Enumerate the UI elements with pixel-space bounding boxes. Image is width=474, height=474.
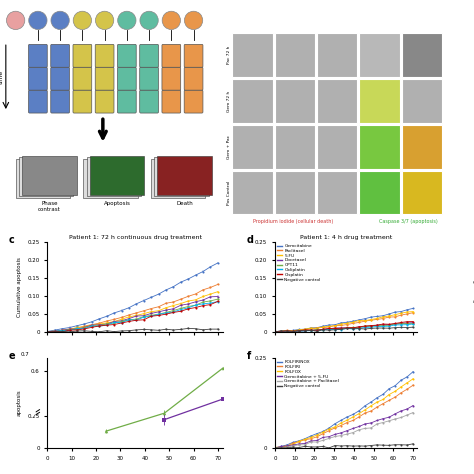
FancyBboxPatch shape xyxy=(140,67,158,90)
FancyBboxPatch shape xyxy=(184,67,203,90)
FancyBboxPatch shape xyxy=(140,45,158,67)
Bar xyxy=(232,125,273,169)
FancyBboxPatch shape xyxy=(118,45,136,67)
Bar xyxy=(86,157,141,196)
Text: d: d xyxy=(246,235,254,245)
Bar xyxy=(274,171,315,214)
FancyBboxPatch shape xyxy=(95,45,114,67)
FancyBboxPatch shape xyxy=(28,45,47,67)
FancyBboxPatch shape xyxy=(162,67,181,90)
FancyBboxPatch shape xyxy=(184,45,203,67)
Bar xyxy=(274,125,315,169)
Legend: Gemcitabine, Paclitaxel, 5-FU, Docetaxel, CPT11, Oxliplatin, Cisplatin, Negative: Gemcitabine, Paclitaxel, 5-FU, Docetaxel… xyxy=(277,244,320,282)
Legend: FOLFIRINOX, FOLFIRI, FOLFOX, Gemcitabine + 5-FU, Gemcitabine + Paclitaxel, Negat: FOLFIRINOX, FOLFIRI, FOLFOX, Gemcitabine… xyxy=(277,360,339,388)
Bar xyxy=(151,159,205,198)
Bar xyxy=(274,79,315,123)
Bar xyxy=(401,171,442,214)
Text: f: f xyxy=(246,351,251,361)
Y-axis label: apoptosis: apoptosis xyxy=(17,390,22,416)
Text: Phase
contrast: Phase contrast xyxy=(38,201,61,212)
Circle shape xyxy=(29,11,47,29)
Bar xyxy=(16,159,70,198)
Bar xyxy=(90,155,144,195)
Bar xyxy=(359,125,400,169)
Text: Caspase 3/7 (apoptosis): Caspase 3/7 (apoptosis) xyxy=(380,219,438,224)
FancyBboxPatch shape xyxy=(51,67,70,90)
Bar xyxy=(317,125,357,169)
Text: Pos Control: Pos Control xyxy=(227,181,231,205)
FancyBboxPatch shape xyxy=(51,90,70,113)
Text: Gem 72 h: Gem 72 h xyxy=(227,91,231,112)
Circle shape xyxy=(140,11,158,29)
Bar xyxy=(232,171,273,214)
Text: time: time xyxy=(0,70,4,84)
FancyBboxPatch shape xyxy=(95,67,114,90)
FancyBboxPatch shape xyxy=(73,90,92,113)
Bar xyxy=(359,79,400,123)
Bar xyxy=(401,34,442,77)
Bar xyxy=(401,125,442,169)
Text: Apoptosis: Apoptosis xyxy=(104,201,130,206)
Bar xyxy=(401,79,442,123)
Bar xyxy=(359,34,400,77)
FancyBboxPatch shape xyxy=(162,45,181,67)
Bar xyxy=(154,157,209,196)
FancyBboxPatch shape xyxy=(118,67,136,90)
Circle shape xyxy=(73,11,91,29)
FancyBboxPatch shape xyxy=(28,67,47,90)
Circle shape xyxy=(162,11,181,29)
Bar xyxy=(157,155,212,195)
Bar xyxy=(359,171,400,214)
Text: c: c xyxy=(9,235,15,245)
Bar xyxy=(83,159,138,198)
FancyBboxPatch shape xyxy=(28,90,47,113)
Text: Comb...: Comb... xyxy=(472,394,474,416)
Circle shape xyxy=(7,11,25,29)
FancyBboxPatch shape xyxy=(162,90,181,113)
Bar xyxy=(274,34,315,77)
Y-axis label: Cumulative apoptosis: Cumulative apoptosis xyxy=(17,257,22,317)
FancyBboxPatch shape xyxy=(95,90,114,113)
Text: Pac 72 h: Pac 72 h xyxy=(227,46,231,64)
Text: Propidium iodide (cellular death): Propidium iodide (cellular death) xyxy=(253,219,333,224)
Title: Patient 1: 4 h drug treatment: Patient 1: 4 h drug treatment xyxy=(300,235,392,240)
Bar xyxy=(317,79,357,123)
FancyBboxPatch shape xyxy=(73,67,92,90)
Bar xyxy=(22,155,77,195)
FancyBboxPatch shape xyxy=(118,90,136,113)
Bar xyxy=(19,157,73,196)
Text: 0.7: 0.7 xyxy=(21,352,30,357)
FancyBboxPatch shape xyxy=(73,45,92,67)
Circle shape xyxy=(184,11,203,29)
Text: Single drug: Single drug xyxy=(472,271,474,302)
Circle shape xyxy=(51,11,69,29)
Text: Gem + Pac: Gem + Pac xyxy=(227,135,231,159)
FancyBboxPatch shape xyxy=(184,90,203,113)
Text: Death: Death xyxy=(176,201,193,206)
Bar xyxy=(232,79,273,123)
FancyBboxPatch shape xyxy=(51,45,70,67)
Bar xyxy=(317,34,357,77)
Bar xyxy=(232,34,273,77)
Text: e: e xyxy=(9,351,16,361)
Circle shape xyxy=(118,11,136,29)
Circle shape xyxy=(95,11,114,29)
FancyBboxPatch shape xyxy=(140,90,158,113)
Bar xyxy=(317,171,357,214)
Title: Patient 1: 72 h continuous drug treatment: Patient 1: 72 h continuous drug treatmen… xyxy=(69,235,201,240)
